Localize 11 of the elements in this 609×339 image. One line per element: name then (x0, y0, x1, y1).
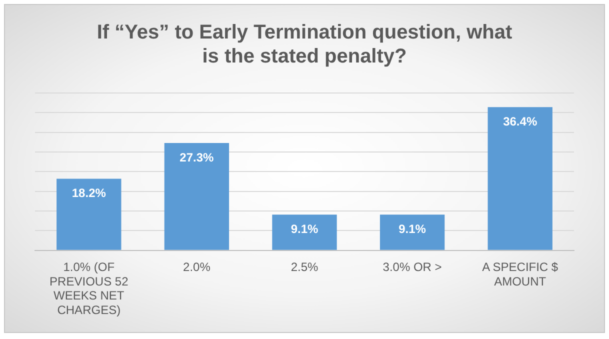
data-label: 9.1% (398, 222, 426, 236)
x-tick-label: 2.0% (183, 260, 211, 274)
x-tick-label: 2.5% (290, 260, 318, 274)
x-tick-label: A SPECIFIC $ AMOUNT (482, 260, 558, 288)
data-label: 36.4% (503, 114, 538, 128)
chart-title: If “Yes” to Early Termination question, what is the stated penalty? (96, 22, 512, 68)
x-tick-label: 3.0% OR > (382, 260, 442, 274)
data-label: 9.1% (290, 222, 318, 236)
data-label: 27.3% (180, 150, 214, 164)
x-tick-label: 1.0% (OF PREVIOUS 52 WEEKS NET CHARGES) (50, 260, 129, 318)
data-label: 18.2% (72, 186, 106, 200)
